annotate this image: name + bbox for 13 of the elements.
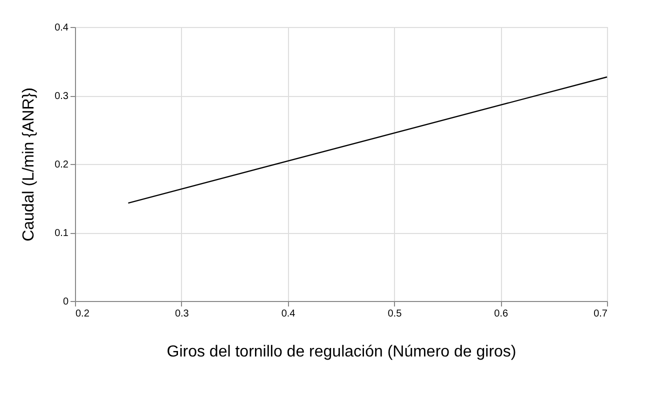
x-tick-label: 0.6 <box>494 308 508 320</box>
x-tick-label: 0.7 <box>594 308 608 320</box>
y-tick-label: 0.4 <box>54 22 69 34</box>
y-axis-title: Caudal (L/min {ANR}) <box>20 88 38 242</box>
x-axis-title: Giros del tornillo de regulación (Número de giros) <box>166 344 516 360</box>
y-tick-label: 0 <box>62 296 69 308</box>
y-tick-label: 0.3 <box>54 91 69 102</box>
x-tick-label: 0.4 <box>281 308 296 320</box>
y-tick-label: 0.2 <box>54 160 69 170</box>
x-tick-label: 0.5 <box>388 308 402 320</box>
x-tick-label: 0.2 <box>76 308 90 320</box>
x-tick-label: 0.3 <box>174 308 190 320</box>
y-tick-label: 0.1 <box>54 228 69 239</box>
